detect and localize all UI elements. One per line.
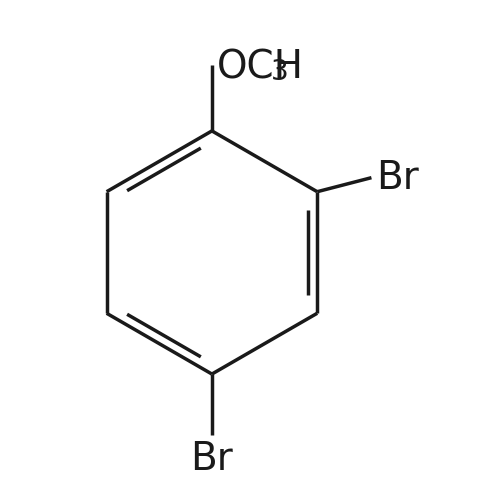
Text: 3: 3 bbox=[271, 58, 288, 86]
Text: OCH: OCH bbox=[217, 49, 304, 87]
Text: Br: Br bbox=[191, 440, 233, 478]
Text: Br: Br bbox=[376, 159, 419, 197]
